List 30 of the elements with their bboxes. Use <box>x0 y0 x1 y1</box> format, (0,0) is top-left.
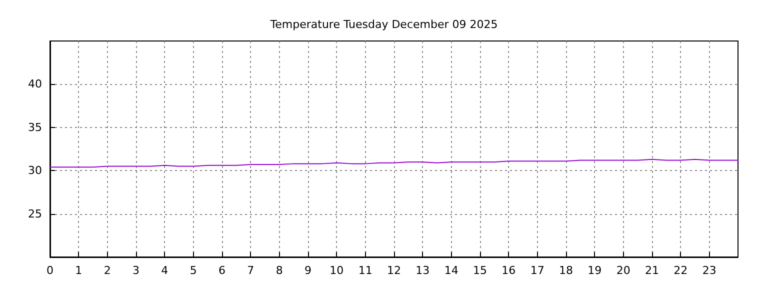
x-tick-label: 5 <box>190 264 197 277</box>
x-tick-label: 9 <box>304 264 312 277</box>
x-tick-label: 16 <box>502 264 516 277</box>
x-tick-label: 10 <box>330 264 344 277</box>
x-tick-label: 15 <box>473 264 487 277</box>
x-tick-label: 14 <box>444 264 458 277</box>
x-tick-label: 17 <box>530 264 544 277</box>
x-tick-label: 3 <box>132 264 140 277</box>
x-tick-label: 4 <box>161 264 168 277</box>
y-tick-label: 25 <box>28 207 42 220</box>
x-tick-label: 2 <box>104 264 111 277</box>
x-tick-label: 18 <box>559 264 573 277</box>
x-tick-label: 6 <box>218 264 226 277</box>
chart-title: Temperature Tuesday December 09 2025 <box>269 18 498 31</box>
x-tick-label: 11 <box>358 264 372 277</box>
y-tick-label: 30 <box>28 164 42 178</box>
y-tick-label: 35 <box>28 120 42 134</box>
x-tick-label: 13 <box>416 264 430 277</box>
x-tick-label: 12 <box>387 264 401 277</box>
x-tick-label: 23 <box>702 264 716 277</box>
x-tick-label: 22 <box>674 264 688 277</box>
x-tick-label: 21 <box>645 264 659 277</box>
x-tick-label: 19 <box>588 264 602 277</box>
x-tick-label: 7 <box>247 264 254 277</box>
x-tick-label: 8 <box>276 264 283 277</box>
x-tick-label: 20 <box>616 264 630 277</box>
line-series <box>50 158 738 168</box>
x-tick-label: 0 <box>46 264 54 277</box>
x-tick-label: 1 <box>75 264 82 277</box>
y-tick-label: 40 <box>28 78 42 91</box>
